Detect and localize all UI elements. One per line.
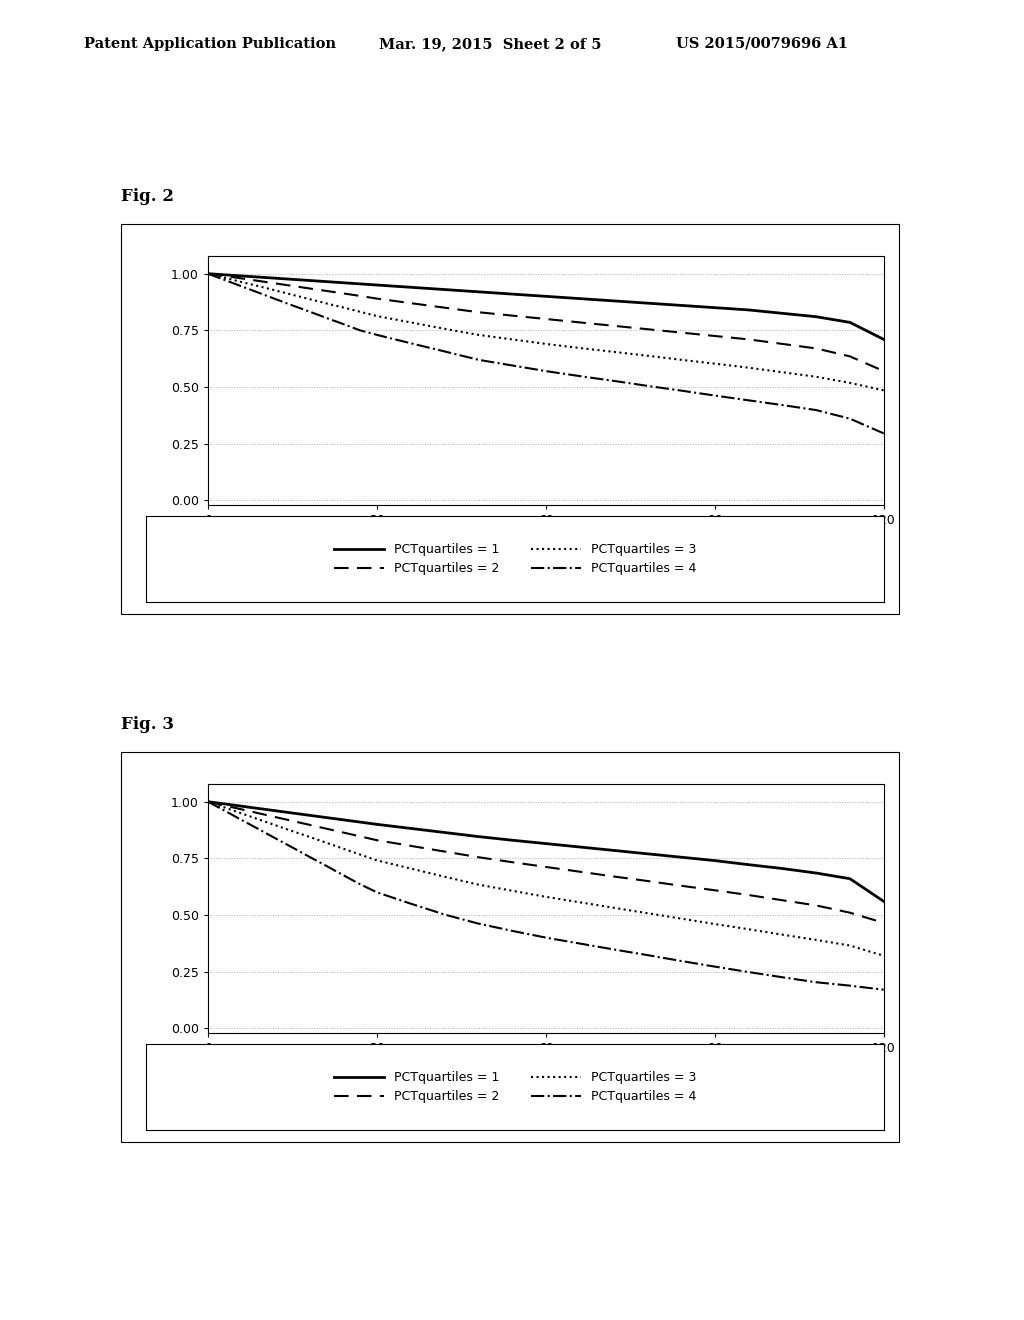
Text: Patent Application Publication: Patent Application Publication bbox=[84, 37, 336, 51]
Text: Fig. 3: Fig. 3 bbox=[121, 715, 174, 733]
Legend: PCTquartiles = 1, PCTquartiles = 2, PCTquartiles = 3, PCTquartiles = 4: PCTquartiles = 1, PCTquartiles = 2, PCTq… bbox=[328, 1065, 702, 1110]
Text: Fig. 2: Fig. 2 bbox=[121, 187, 174, 205]
Text: US 2015/0079696 A1: US 2015/0079696 A1 bbox=[676, 37, 848, 51]
Text: Mar. 19, 2015  Sheet 2 of 5: Mar. 19, 2015 Sheet 2 of 5 bbox=[379, 37, 601, 51]
X-axis label: Survival time (months): Survival time (months) bbox=[469, 1060, 623, 1073]
Legend: PCTquartiles = 1, PCTquartiles = 2, PCTquartiles = 3, PCTquartiles = 4: PCTquartiles = 1, PCTquartiles = 2, PCTq… bbox=[328, 537, 702, 582]
X-axis label: Survival time (months): Survival time (months) bbox=[469, 532, 623, 545]
